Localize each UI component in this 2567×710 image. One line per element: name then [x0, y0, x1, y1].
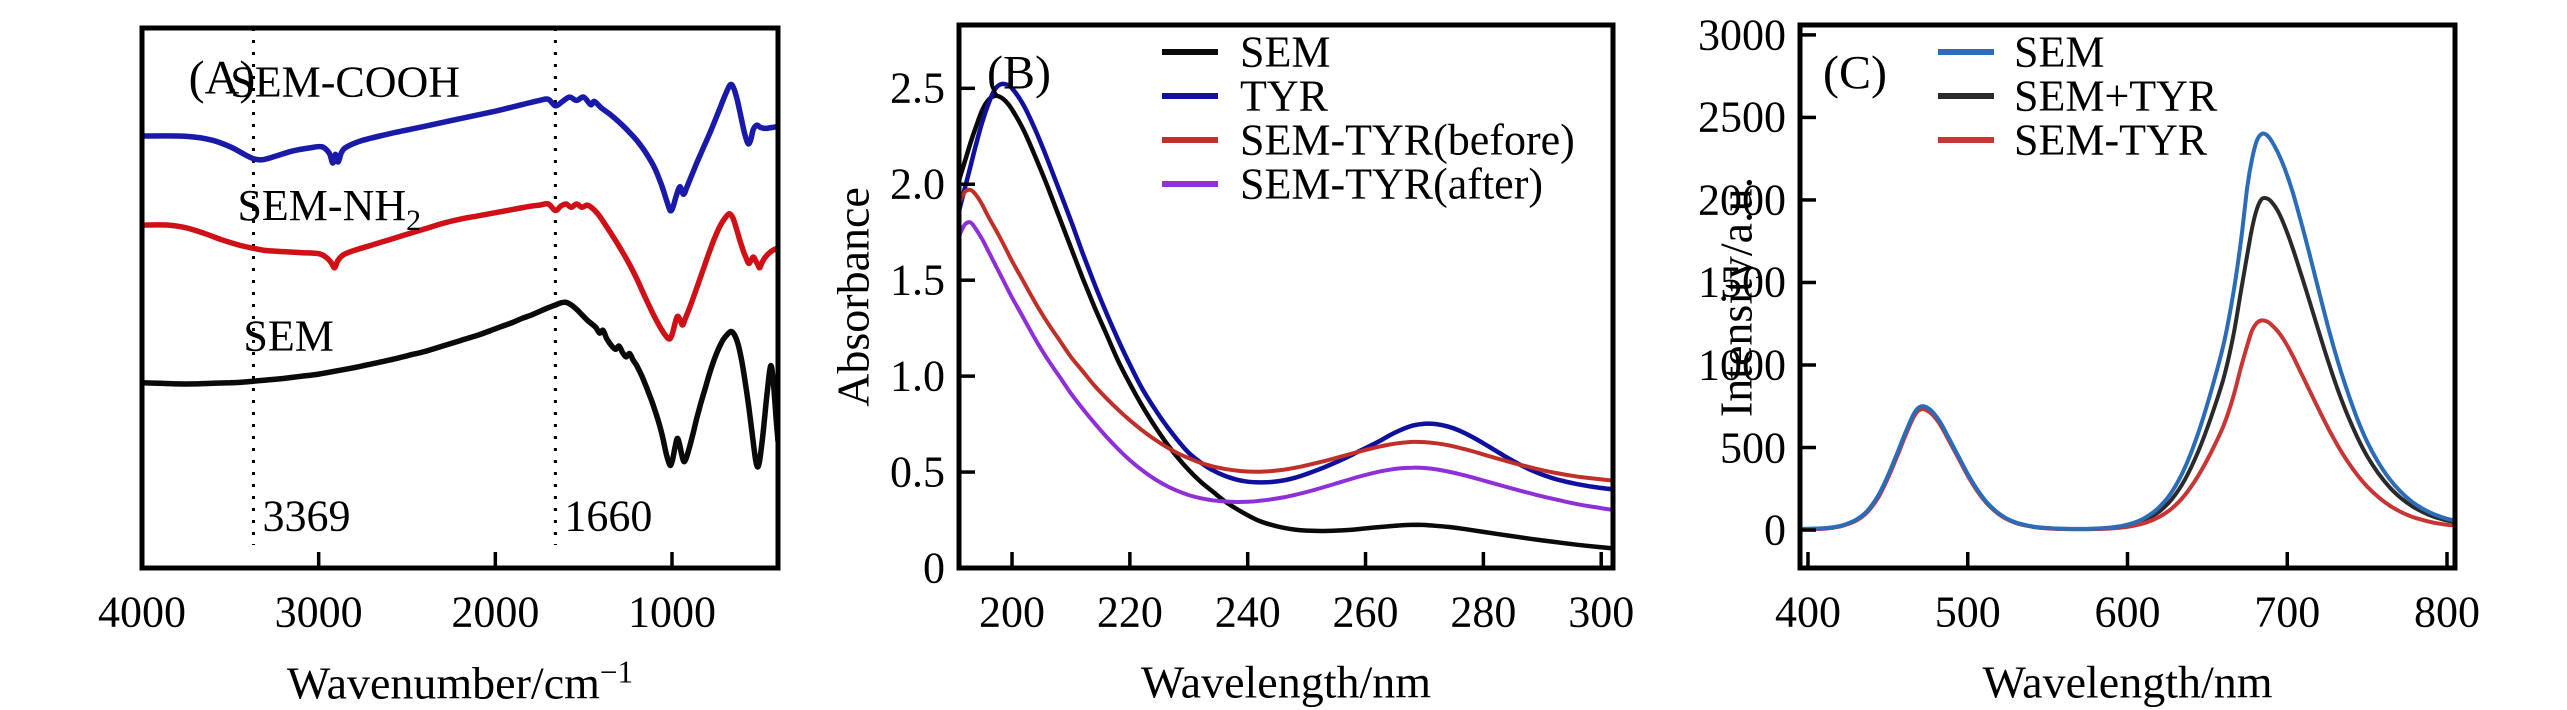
y-tick-label: 1.5: [890, 255, 945, 305]
legend-label-sem-tyr: SEM-TYR: [2014, 115, 2208, 165]
y-tick-label: 500: [1720, 423, 1786, 473]
x-tick-label: 260: [1332, 587, 1399, 637]
y-tick-label: 2000: [1698, 175, 1786, 225]
curve-label-sem-nh2: SEM-NH2: [237, 180, 421, 238]
y-tick-label: 1000: [1698, 340, 1786, 390]
y-tick-label: 2500: [1698, 92, 1786, 142]
x-tick-label: 2000: [451, 587, 540, 637]
y-tick-label: 2.0: [890, 159, 945, 209]
panel-a-frame: [139, 25, 781, 571]
curve-label-text: SEM: [243, 311, 334, 361]
legend-label-sem-tyr: SEM+TYR: [2014, 71, 2218, 121]
curve-label-text: SEM-COOH: [230, 57, 461, 107]
x-tick-label: 300: [1568, 587, 1635, 637]
x-tick-label: 200: [979, 587, 1046, 637]
panel-letter-b: (B): [987, 46, 1051, 100]
x-tick-label: 3000: [274, 587, 363, 637]
x-axis-label-text: Wavelength/nm: [1140, 656, 1432, 708]
curve-sem-tyr-before: [959, 187, 1613, 483]
y-tick-label: 1.0: [890, 351, 945, 401]
legend-label-sem-tyr-after: SEM-TYR(after): [1240, 159, 1544, 209]
curve-sem-cooh: [142, 81, 778, 214]
panel-b-frame: [956, 22, 1616, 571]
x-tick-label: 600: [2094, 587, 2161, 637]
legend-label-tyr: TYR: [1240, 71, 1328, 121]
x-axis-label-c: Wavelength/nm: [1982, 656, 2272, 709]
curve-sem: [1800, 131, 2455, 531]
legend-label-sem: SEM: [2014, 27, 2105, 77]
curve-label-text: SEM-NH: [237, 180, 407, 230]
x-tick-label: 500: [1934, 587, 2001, 637]
x-tick-label: 240: [1214, 587, 1281, 637]
panel-letter-c: (C): [1823, 46, 1887, 100]
curve-sem-tyr-after: [959, 220, 1613, 512]
x-tick-label: 400: [1774, 587, 1841, 637]
curve-sem-tyr: [1800, 195, 2455, 532]
y-tick-label: 0: [923, 543, 945, 593]
curve-sem: [142, 299, 778, 470]
panel-letter-a: (A): [188, 51, 256, 105]
x-tick-label: 700: [2254, 587, 2321, 637]
x-tick-label: 220: [1096, 587, 1163, 637]
x-axis-label-text: Wavelength/nm: [1982, 656, 2273, 708]
marker-value-label: 3369: [262, 491, 351, 541]
x-axis-label-a: Wavenumber/cm−1: [287, 654, 633, 709]
curve-tyr: [959, 81, 1613, 492]
x-tick-label: 280: [1450, 587, 1517, 637]
x-tick-label: 4000: [98, 587, 186, 637]
x-tick-label: 1000: [628, 587, 716, 637]
curve-label-sem-cooh: SEM-COOH: [230, 57, 460, 108]
y-tick-label: 2.5: [890, 63, 945, 113]
legend-label-sem-tyr-before: SEM-TYR(before): [1240, 115, 1575, 165]
curve-sem-nh2: [142, 201, 778, 342]
curve-sem-tyr: [1800, 318, 2455, 532]
x-axis-label-superscript: −1: [599, 654, 634, 690]
y-axis-label-c: Intensity/a.u.: [1710, 176, 1762, 417]
x-axis-label-text: Wavenumber/cm: [286, 657, 600, 709]
curve-sem: [959, 93, 1613, 551]
y-tick-label: 0.5: [890, 447, 945, 497]
y-tick-label: 0: [1764, 505, 1786, 555]
x-tick-label: 800: [2414, 587, 2480, 637]
y-tick-label: 3000: [1698, 10, 1786, 60]
x-axis-label-b: Wavelength/nm: [1141, 656, 1431, 709]
curve-label-subscript: 2: [406, 203, 422, 237]
y-axis-label-b: Absorbance: [827, 186, 879, 407]
y-tick-label: 1500: [1698, 257, 1786, 307]
marker-value-label: 1660: [564, 491, 653, 541]
legend-label-sem: SEM: [1240, 27, 1331, 77]
curve-label-sem: SEM: [243, 310, 333, 361]
